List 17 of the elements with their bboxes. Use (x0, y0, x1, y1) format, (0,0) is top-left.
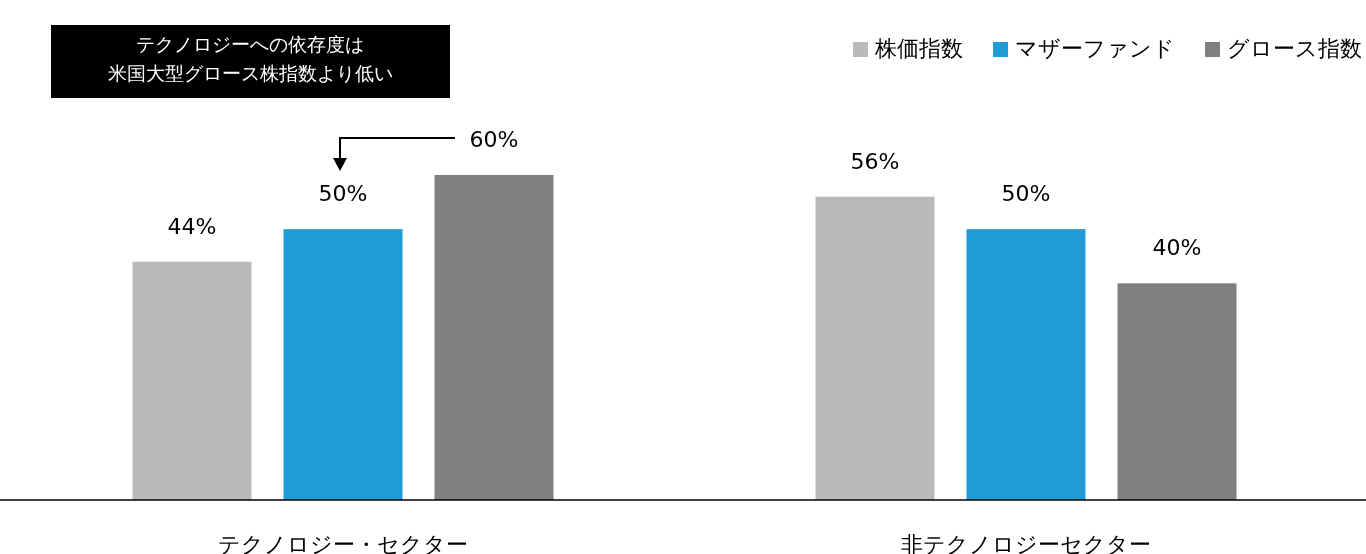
bar (966, 229, 1086, 500)
bar (1117, 283, 1237, 500)
legend-label: マザーファンド (1015, 36, 1175, 61)
data-label: 50% (318, 181, 368, 207)
data-label: 40% (1152, 235, 1202, 261)
data-label: 56% (850, 148, 900, 174)
text: テクノロジーへの依存度は (136, 33, 364, 55)
bar (283, 229, 403, 500)
bar (434, 175, 554, 500)
text: 米国大型グロース株指数より低い (107, 62, 393, 84)
legend-label: 株価指数 (874, 36, 963, 61)
bar (132, 261, 252, 500)
data-label: 50% (1001, 181, 1051, 207)
bar (815, 196, 935, 500)
data-label: 44% (167, 213, 217, 239)
legend-label: グロース指数 (1227, 36, 1362, 61)
data-label: 60% (469, 127, 519, 152)
